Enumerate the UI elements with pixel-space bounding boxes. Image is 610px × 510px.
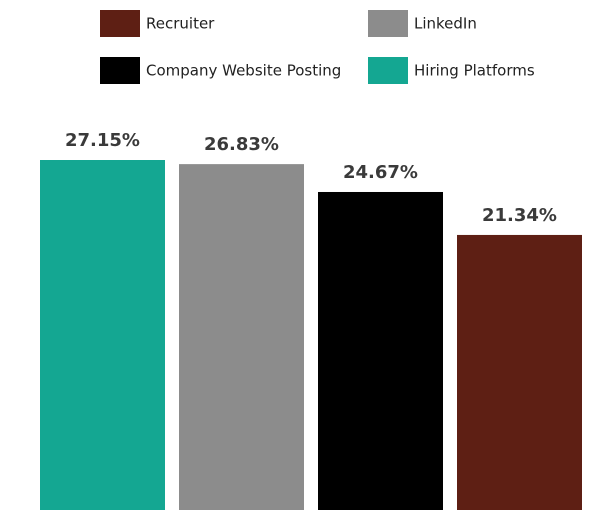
bar-value-label-4: 21.34% [482, 205, 557, 226]
legend-swatch-1 [100, 10, 140, 37]
legend-label-2: LinkedIn [414, 15, 477, 33]
bar-value-label-1: 27.15% [65, 130, 140, 151]
bar-2 [179, 164, 304, 510]
legend-swatch-2 [368, 10, 408, 37]
chart-bars [40, 160, 582, 510]
bar-1 [40, 160, 165, 510]
legend-label-3: Company Website Posting [146, 62, 341, 80]
legend-swatch-4 [368, 57, 408, 84]
legend-label-4: Hiring Platforms [414, 62, 535, 80]
legend-swatch-3 [100, 57, 140, 84]
chart-legend: Recruiter LinkedIn Company Website Posting… [100, 10, 535, 84]
legend-label-1: Recruiter [146, 15, 215, 33]
chart-value-labels: 27.15% 26.83% 24.67% 21.34% [65, 130, 557, 226]
bar-value-label-2: 26.83% [204, 134, 279, 155]
bar-3 [318, 191, 443, 510]
bar-value-label-3: 24.67% [343, 162, 418, 183]
bar-4 [457, 234, 582, 510]
